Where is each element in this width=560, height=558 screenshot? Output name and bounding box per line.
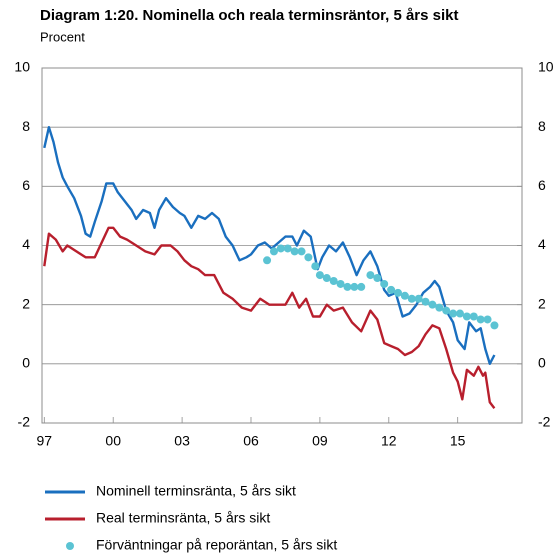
legend-label: Real terminsränta, 5 års sikt [96, 510, 270, 526]
series-dot [343, 282, 352, 291]
series-dot [373, 274, 382, 283]
series-dot [336, 279, 345, 288]
series-dot [449, 309, 458, 318]
series-line [43, 226, 496, 409]
y2-tick-label: 0 [538, 355, 546, 371]
y2-tick-label: 6 [538, 177, 546, 193]
series-dot [269, 247, 278, 256]
y-tick-label: 6 [22, 177, 30, 193]
y2-tick-label: 8 [538, 118, 546, 134]
y-tick-label: 10 [14, 59, 30, 75]
series-dot [290, 247, 299, 256]
series-dot [462, 312, 471, 321]
y-tick-label: -2 [18, 414, 31, 430]
series-dot [315, 271, 324, 280]
series-dot [276, 244, 285, 253]
y-tick-label: 4 [22, 236, 30, 252]
series-dot [414, 294, 423, 303]
series-dot [393, 288, 402, 297]
series-dot [483, 315, 492, 324]
x-tick-label: 03 [174, 433, 190, 449]
y2-tick-label: 10 [538, 59, 554, 75]
y-tick-label: 2 [22, 295, 30, 311]
series-dot [380, 279, 389, 288]
series-dot [357, 282, 366, 291]
x-tick-label: 00 [105, 433, 121, 449]
chart-title: Diagram 1:20. Nominella och reala termin… [40, 7, 459, 24]
series-dot [304, 253, 313, 262]
series-dot [421, 297, 430, 306]
series-dot [490, 321, 499, 330]
series-dot [311, 262, 320, 271]
y2-tick-label: -2 [538, 414, 551, 430]
series-dot [476, 315, 485, 324]
chart-subtitle: Procent [40, 29, 85, 44]
legend-dot [66, 542, 74, 550]
series-dot [329, 277, 338, 285]
series-dot [407, 294, 416, 303]
y-tick-label: 8 [22, 118, 30, 134]
series-dot [366, 271, 375, 280]
series-dot [428, 300, 437, 309]
series-dot [263, 256, 272, 265]
series-dot [400, 291, 409, 300]
legend-label: Nominell terminsränta, 5 års sikt [96, 483, 296, 499]
series-dot [350, 282, 359, 291]
series-dot [435, 303, 444, 312]
series-dot [469, 312, 478, 321]
series-dot [283, 244, 292, 253]
series-dot [297, 247, 306, 256]
x-tick-label: 09 [312, 433, 328, 449]
y-tick-label: 0 [22, 355, 30, 371]
series-line [43, 126, 496, 365]
series-dot [455, 309, 464, 318]
x-tick-label: 06 [243, 433, 259, 449]
series-dot [322, 274, 331, 283]
y2-tick-label: 2 [538, 295, 546, 311]
x-tick-label: 97 [37, 433, 53, 449]
x-tick-label: 12 [381, 433, 397, 449]
x-tick-label: 15 [450, 433, 466, 449]
y2-tick-label: 4 [538, 236, 546, 252]
legend-label: Förväntningar på reporäntan, 5 års sikt [96, 537, 337, 553]
series-dot [387, 285, 396, 294]
series-dot [442, 306, 451, 315]
